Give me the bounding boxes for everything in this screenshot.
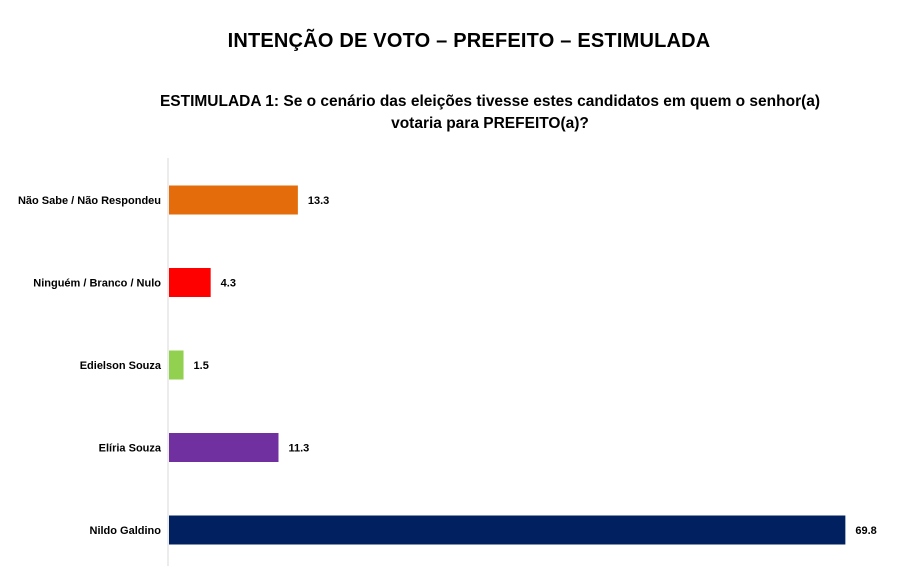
- category-label-1: Ninguém / Branco / Nulo: [33, 278, 161, 290]
- bar-2: [169, 350, 184, 380]
- bar-1: [169, 268, 211, 297]
- bar-3: [169, 433, 279, 462]
- value-label-2: 1.5: [194, 360, 209, 372]
- chart-subtitle-line-1: ESTIMULADA 1: Se o cenário das eleições …: [159, 93, 821, 110]
- value-label-0: 13.3: [308, 195, 329, 207]
- category-label-2: Edielson Souza: [80, 360, 162, 372]
- category-label-0: Não Sabe / Não Respondeu: [18, 195, 161, 207]
- bar-0: [169, 185, 298, 215]
- bar-4: [169, 515, 846, 545]
- category-label-3: Elíria Souza: [99, 443, 162, 455]
- value-label-3: 11.3: [288, 443, 309, 455]
- category-label-4: Nildo Galdino: [90, 525, 162, 537]
- chart-subtitle: ESTIMULADA 1: Se o cenário das eleições …: [60, 91, 918, 135]
- value-label-1: 4.3: [221, 278, 236, 290]
- page-title: INTENÇÃO DE VOTO – PREFEITO – ESTIMULADA: [227, 30, 711, 52]
- chart-subtitle-line-2: votaria para PREFEITO(a)?: [391, 115, 589, 132]
- value-label-4: 69.8: [855, 525, 876, 537]
